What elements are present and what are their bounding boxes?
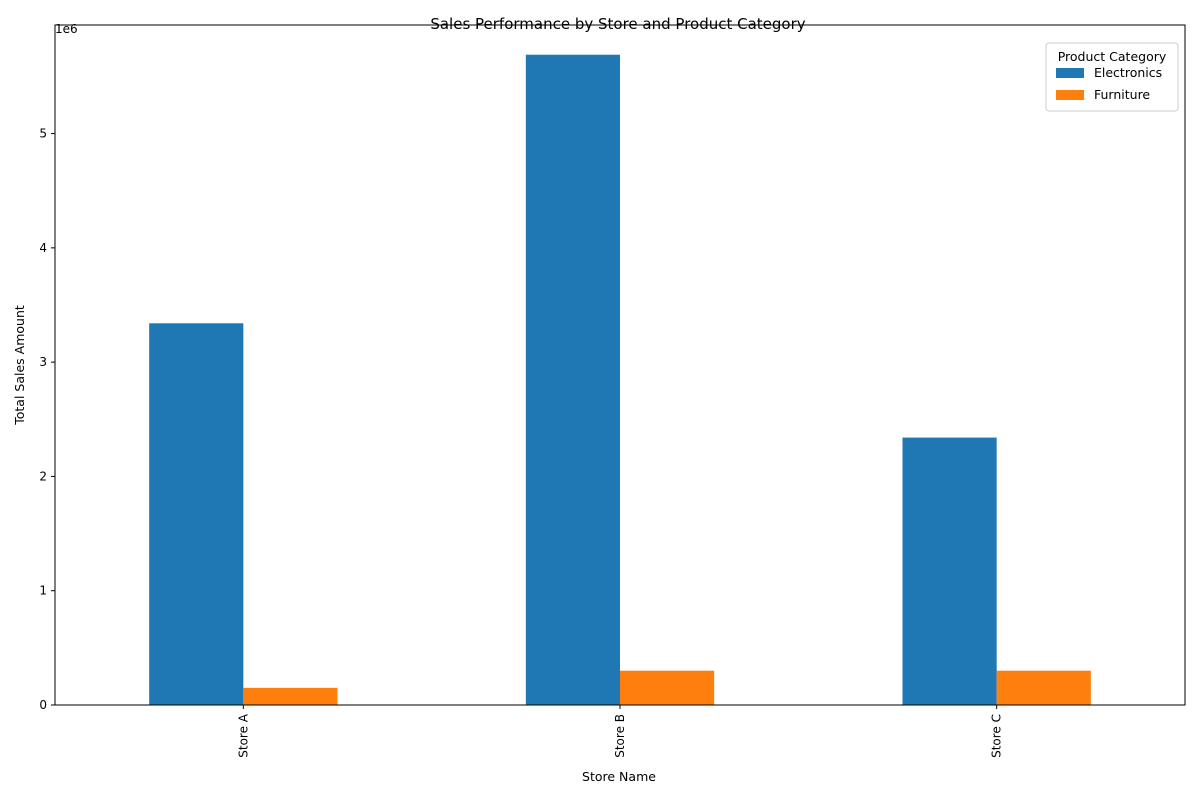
legend-swatch-furniture xyxy=(1056,90,1084,100)
bar-furniture-store-b xyxy=(620,670,715,705)
x-axis-label: Store Name xyxy=(582,769,656,784)
y-tick-label: 3 xyxy=(39,355,47,369)
bar-furniture-store-c xyxy=(996,670,1091,705)
y-tick-label: 2 xyxy=(39,469,47,483)
y-tick-label: 4 xyxy=(39,241,47,255)
legend: Product Category Electronics Furniture xyxy=(1045,42,1179,112)
y-axis-label: Total Sales Amount xyxy=(12,305,27,426)
x-axis-ticks: Store A Store B Store C xyxy=(236,705,1004,758)
x-tick-label: Store B xyxy=(613,714,627,758)
legend-items: Electronics Furniture xyxy=(1056,65,1162,102)
bar-electronics-store-c xyxy=(902,437,997,705)
y-tick-label: 5 xyxy=(39,127,47,141)
y-scale-label: 1e6 xyxy=(55,22,78,36)
bar-furniture-store-a xyxy=(243,687,338,705)
bar-electronics-store-a xyxy=(149,323,244,705)
y-tick-label: 1 xyxy=(39,584,47,598)
x-tick-label: Store A xyxy=(236,713,250,758)
bars-layer xyxy=(149,54,1091,705)
bar-electronics-store-b xyxy=(525,54,620,705)
legend-title: Product Category xyxy=(1058,49,1167,64)
chart-title: Sales Performance by Store and Product C… xyxy=(430,15,805,33)
x-tick-label: Store C xyxy=(990,714,1004,758)
plot-frame xyxy=(54,24,1186,706)
y-axis-ticks: 0 1 2 3 4 5 xyxy=(39,127,55,712)
legend-swatch-electronics xyxy=(1056,68,1084,78)
legend-label-electronics: Electronics xyxy=(1094,65,1162,80)
legend-label-furniture: Furniture xyxy=(1094,87,1150,102)
y-tick-label: 0 xyxy=(39,698,47,712)
